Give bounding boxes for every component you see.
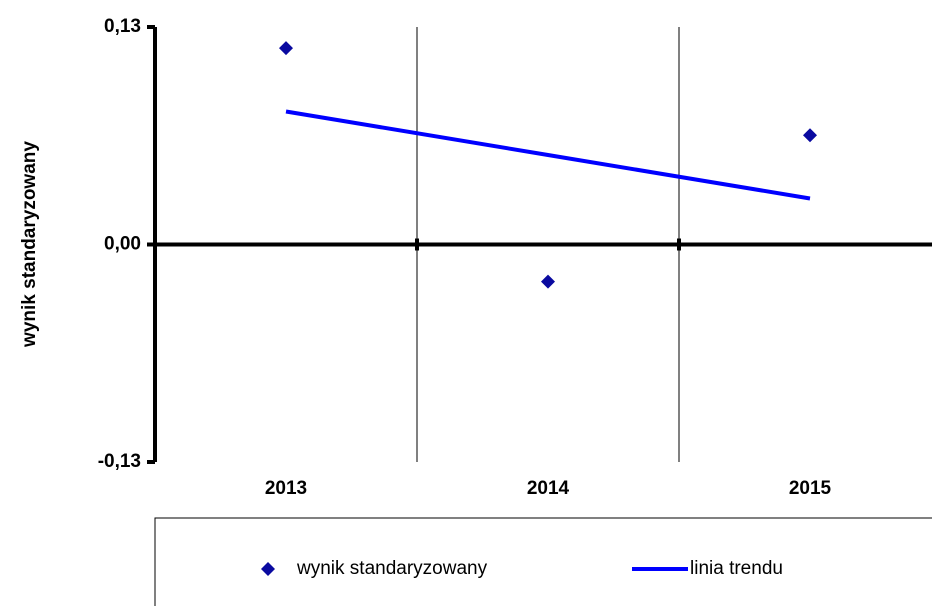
marker [541,274,555,289]
y-tick-label: 0,13 [104,16,141,37]
marker [279,41,293,56]
legend-box [154,517,932,606]
y-tick-label: -0,13 [98,451,141,472]
y-tick-label: 0,00 [104,234,141,255]
legend-marker [261,562,275,576]
x-tick-label: 2015 [789,478,832,499]
marker [803,128,817,143]
y-axis-label: wynik standaryzowany [19,141,40,348]
x-tick-label: 2013 [265,478,307,499]
legend-label: wynik standaryzowany [296,558,488,579]
x-tick-label: 2014 [527,478,570,499]
legend-label: linia trendu [690,558,783,579]
trend-line [285,109,811,201]
